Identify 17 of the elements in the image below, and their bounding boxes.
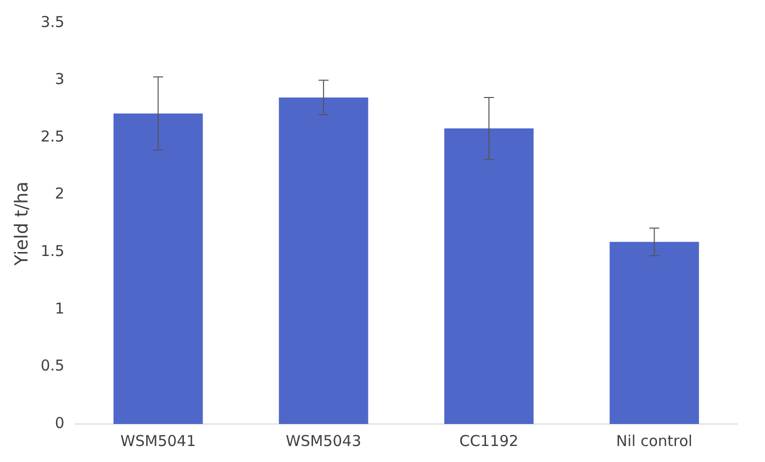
y-tick-label: 3 <box>54 70 64 88</box>
bar <box>113 114 203 424</box>
y-axis-title: Yield t/ha <box>11 181 32 267</box>
y-tick-label: 0.5 <box>40 356 64 375</box>
x-tick-label: CC1192 <box>459 432 518 450</box>
y-tick-label: 1.5 <box>40 242 64 260</box>
y-tick-label: 2 <box>54 184 64 203</box>
y-tick-label: 0 <box>54 414 64 432</box>
y-tick-label: 2.5 <box>40 127 64 146</box>
y-tick-label: 3.5 <box>40 12 64 31</box>
x-tick-label: WSM5043 <box>286 432 362 450</box>
bar <box>610 242 699 424</box>
bar <box>444 128 534 424</box>
x-tick-label: WSM5041 <box>120 432 196 450</box>
x-tick-label: Nil control <box>616 432 692 450</box>
y-tick-label: 1 <box>54 299 64 318</box>
bar <box>278 97 368 424</box>
